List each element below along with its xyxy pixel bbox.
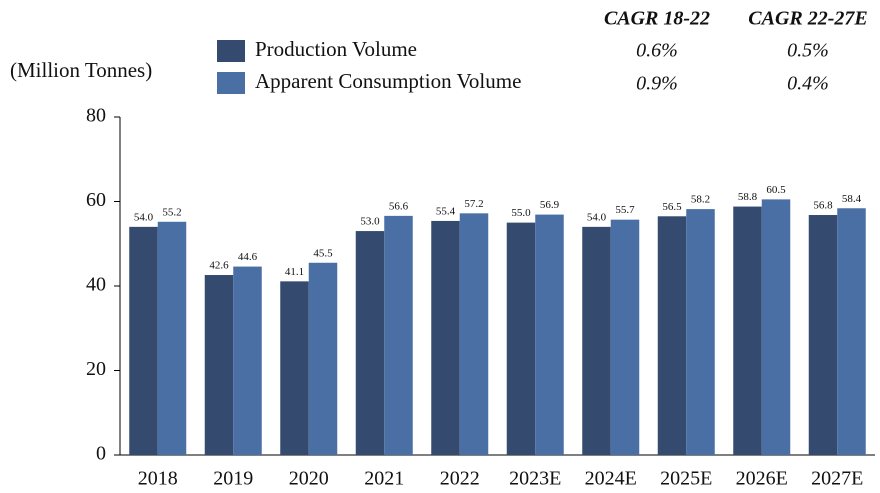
legend-swatch	[217, 40, 245, 62]
bar	[686, 209, 715, 455]
cagr-value: 0.5%	[787, 40, 829, 62]
x-tick-label: 2019	[213, 468, 253, 490]
value-label: 56.8	[813, 200, 833, 212]
value-label: 53.0	[360, 216, 380, 228]
value-label: 54.0	[587, 211, 607, 223]
bar	[308, 262, 338, 455]
y-tick-label: 20	[86, 358, 106, 380]
cagr-value: 0.9%	[636, 73, 678, 95]
bar	[535, 214, 564, 455]
x-tick-label: 2025E	[660, 468, 712, 490]
y-tick-label: 40	[86, 274, 106, 296]
value-label: 58.8	[738, 191, 758, 203]
bar	[233, 266, 262, 455]
bar	[808, 215, 838, 455]
y-tick-label: 80	[86, 105, 106, 127]
value-label: 56.5	[662, 201, 682, 213]
bar	[733, 206, 762, 455]
y-axis-label: (Million Tonnes)	[10, 58, 152, 82]
cagr-header: CAGR 18-22	[604, 8, 710, 30]
value-label: 56.9	[540, 199, 560, 211]
value-label: 57.2	[464, 198, 483, 210]
y-tick-label: 0	[96, 443, 106, 465]
x-tick-label: 2026E	[736, 468, 788, 490]
cagr-header: CAGR 22-27E	[748, 8, 867, 30]
legend-swatch	[217, 72, 245, 94]
x-tick-label: 2018	[138, 468, 178, 490]
x-tick-label: 2027E	[811, 468, 863, 490]
value-label: 55.0	[511, 207, 531, 219]
value-label: 42.6	[209, 260, 229, 272]
value-label: 55.4	[436, 205, 456, 217]
x-tick-label: 2022	[440, 468, 480, 490]
bar	[280, 281, 309, 455]
x-tick-label: 2024E	[585, 468, 637, 490]
legend-label: Production Volume	[255, 37, 417, 61]
bar	[657, 216, 687, 455]
value-label: 58.2	[691, 194, 710, 206]
x-tick-label: 2020	[289, 468, 329, 490]
bar	[129, 226, 158, 455]
value-label: 56.6	[389, 200, 409, 212]
bar	[610, 219, 640, 455]
value-label: 58.4	[842, 193, 862, 205]
y-tick-label: 60	[86, 189, 106, 211]
bar	[204, 275, 234, 455]
value-label: 44.6	[238, 251, 258, 263]
value-label: 41.1	[285, 266, 304, 278]
bar	[506, 222, 536, 455]
bar	[837, 208, 866, 455]
legend-label: Apparent Consumption Volume	[255, 69, 521, 93]
bar	[459, 213, 489, 455]
value-label: 54.0	[134, 211, 154, 223]
cagr-value: 0.6%	[636, 40, 678, 62]
value-label: 60.5	[766, 184, 786, 196]
bar	[355, 231, 385, 455]
bar	[761, 199, 791, 455]
bar	[157, 221, 187, 455]
x-tick-label: 2021	[364, 468, 404, 490]
value-label: 55.7	[615, 204, 635, 216]
bar	[384, 215, 413, 455]
x-tick-label: 2023E	[509, 468, 561, 490]
cagr-value: 0.4%	[787, 73, 829, 95]
value-label: 55.2	[162, 206, 181, 218]
bar	[431, 220, 460, 455]
value-label: 45.5	[313, 247, 333, 259]
bar	[582, 226, 611, 455]
